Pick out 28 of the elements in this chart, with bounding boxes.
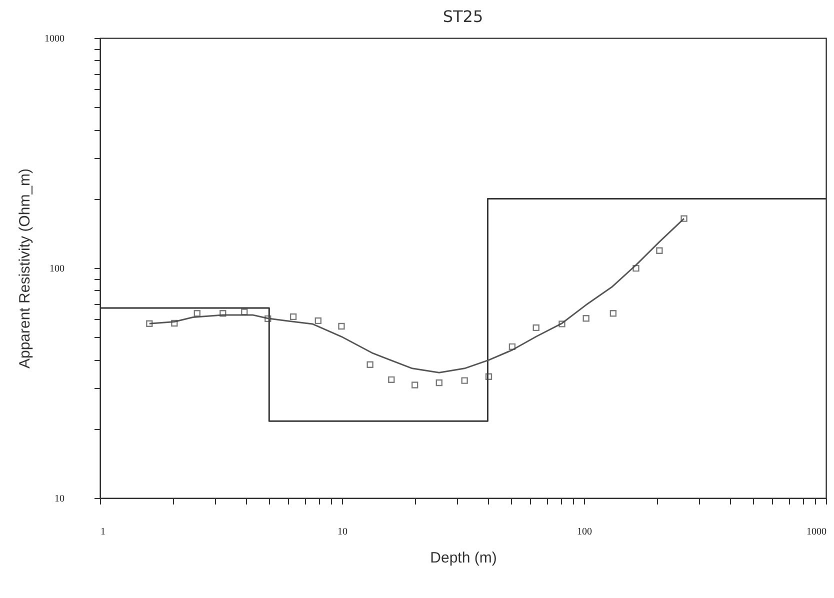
point <box>264 315 272 322</box>
x-tick-label: 1000 <box>806 526 826 538</box>
x-tick-label: 100 <box>577 526 592 538</box>
y-tick-label: 1000 <box>44 34 64 44</box>
chart-title: ST25 <box>442 7 484 26</box>
point <box>436 379 442 386</box>
point <box>388 376 395 383</box>
x-tick-label: 1 <box>100 526 106 538</box>
point <box>485 373 492 380</box>
point <box>461 377 468 384</box>
point <box>290 313 297 320</box>
point <box>412 382 418 388</box>
y-tick-label: 100 <box>50 264 64 274</box>
point <box>338 322 345 330</box>
y-axis-title: Apparent Resistivity (Ohm_m) <box>16 168 34 369</box>
point <box>194 310 200 317</box>
point <box>314 317 322 324</box>
point <box>508 343 516 350</box>
point <box>532 324 540 332</box>
point <box>632 264 640 272</box>
point <box>241 308 248 316</box>
y-tick-label: 10 <box>54 494 64 504</box>
point <box>582 315 590 322</box>
x-axis-title: Depth (m) <box>430 550 497 566</box>
point <box>558 320 566 328</box>
point <box>656 247 663 254</box>
x-tick-label: 10 <box>338 526 348 538</box>
point <box>680 215 688 222</box>
